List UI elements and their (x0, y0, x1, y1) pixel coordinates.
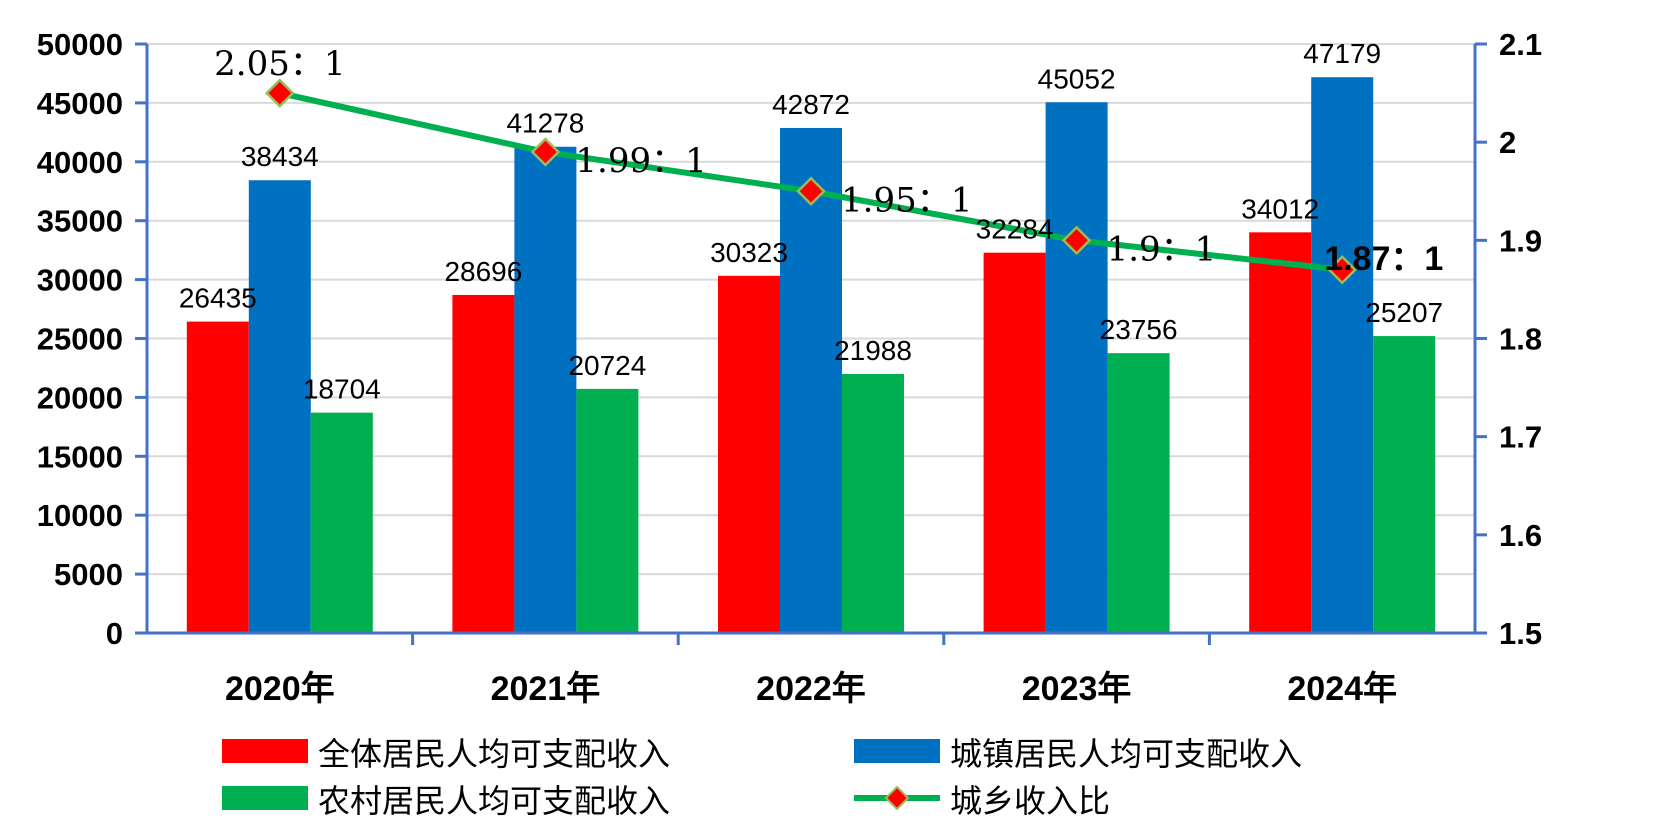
ratio-marker (265, 78, 295, 108)
left-axis-tick-label: 10000 (37, 498, 123, 533)
bar-value-label: 18704 (303, 374, 381, 405)
legend-swatch (222, 786, 308, 810)
bar-rural-0 (310, 412, 373, 633)
bar-urban-0 (248, 180, 311, 633)
bar-urban-4 (1311, 77, 1374, 633)
legend-swatch (222, 739, 308, 763)
ratio-label: 1.9：1 (1107, 229, 1217, 269)
bar-all-0 (186, 321, 249, 633)
bar-value-label: 42872 (772, 89, 850, 120)
bar-value-label: 28696 (444, 256, 522, 287)
bar-value-label: 41278 (506, 108, 584, 139)
bar-all-1 (452, 294, 515, 633)
left-axis-tick-label: 0 (106, 616, 123, 651)
axes: 5000045000400003500030000250002000015000… (37, 27, 1542, 708)
legend-label: 城镇居民人均可支配收入 (950, 735, 1302, 773)
legend-swatch (854, 739, 940, 763)
x-axis-category-label: 2021年 (491, 670, 601, 708)
bar-all-2 (718, 275, 780, 633)
ratio-marker (1327, 255, 1357, 285)
bar-value-label: 26435 (179, 283, 257, 314)
bar-urban-1 (514, 146, 577, 633)
bar-value-label: 32284 (976, 214, 1054, 245)
x-axis-category-label: 2020年 (225, 670, 335, 708)
ratio-label: 2.05：1 (214, 44, 345, 84)
ratio-marker (1061, 225, 1092, 256)
bar-value-label: 23756 (1100, 314, 1178, 345)
bar-value-label: 30323 (710, 237, 788, 268)
bar-rural-4 (1373, 336, 1436, 633)
legend-label: 城乡收入比 (950, 782, 1110, 820)
right-axis-tick-label: 1.8 (1499, 322, 1542, 357)
bar-rural-1 (576, 388, 639, 633)
legend-swatch-marker (884, 785, 910, 811)
right-axis-tick-label: 1.7 (1499, 420, 1542, 455)
right-axis-tick-label: 1.6 (1499, 518, 1542, 553)
left-axis-tick-label: 20000 (37, 380, 123, 415)
ratio-line-series (265, 78, 1357, 285)
right-axis-tick-label: 2.1 (1499, 27, 1542, 62)
bar-value-label: 20724 (568, 350, 646, 381)
bar-rural-2 (842, 373, 904, 633)
bar-urban-3 (1045, 102, 1108, 634)
legend-label: 农村居民人均可支配收入 (318, 782, 670, 820)
bar-value-label: 45052 (1038, 63, 1116, 94)
ratio-marker (530, 137, 561, 167)
left-axis-tick-label: 5000 (54, 557, 123, 592)
bar-value-label: 21988 (834, 335, 912, 366)
right-axis-tick-label: 2 (1499, 125, 1516, 160)
bar-rural-3 (1107, 353, 1170, 633)
ratio-label: 1.99：1 (575, 141, 706, 181)
x-axis-category-label: 2022年 (756, 670, 866, 708)
bar-all-4 (1249, 232, 1312, 634)
bar-value-label: 47179 (1303, 38, 1381, 69)
left-axis-tick-label: 35000 (37, 204, 123, 239)
left-axis-tick-label: 50000 (37, 27, 123, 62)
ratio-label: 1.87：1 (1324, 240, 1443, 278)
right-axis-tick-label: 1.9 (1499, 223, 1542, 258)
bar-series (186, 77, 1436, 634)
left-axis-tick-label: 15000 (37, 439, 123, 474)
bar-all-3 (983, 252, 1046, 634)
ratio-marker (796, 176, 826, 207)
ratio-label: 1.95：1 (841, 180, 972, 220)
left-axis-tick-label: 30000 (37, 263, 123, 298)
legend-label: 全体居民人均可支配收入 (318, 735, 670, 773)
x-axis-category-label: 2024年 (1287, 670, 1397, 708)
left-axis-tick-label: 25000 (37, 322, 123, 357)
bar-value-label: 38434 (241, 141, 319, 172)
left-axis-tick-label: 40000 (37, 145, 123, 180)
left-axis-tick-label: 45000 (37, 86, 123, 121)
bar-value-label: 34012 (1241, 193, 1319, 224)
bar-value-label: 25207 (1365, 297, 1443, 328)
bar-urban-2 (780, 127, 842, 634)
right-axis-tick-label: 1.5 (1499, 616, 1542, 651)
data-labels: 26435 38434 18704 28696 41278 20724 30323 42872… (179, 38, 1443, 404)
x-axis-category-label: 2023年 (1022, 670, 1132, 708)
